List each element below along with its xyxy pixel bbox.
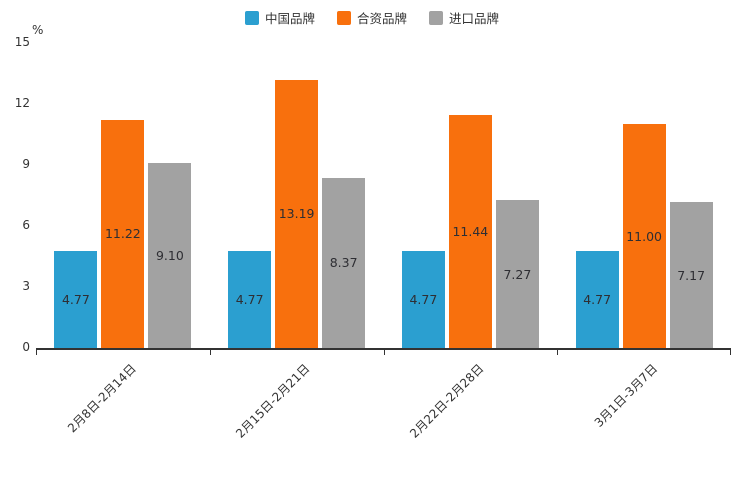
bar-value-label: 11.22 (104, 226, 141, 242)
y-tick-label: 9 (22, 157, 30, 171)
x-axis-tick (557, 350, 559, 355)
bar-value-label: 7.17 (677, 267, 706, 283)
bar-value-label: 13.19 (278, 206, 315, 222)
bar-series0-cat0: 4.77 (54, 251, 98, 348)
x-tick-label: 2月8日-2月14日 (65, 361, 140, 436)
bar-series2-cat1: 8.37 (322, 177, 366, 348)
bar-value-label: 4.77 (583, 292, 612, 307)
plot-area: 4.77 11.22 9.10 4.77 13.19 8.37 4.77 11.44 7.27 4… (36, 43, 731, 350)
bar-value-label: 4.77 (409, 292, 438, 307)
bar-value-label: 9.10 (155, 247, 184, 263)
legend-swatch-icon (429, 10, 443, 25)
legend-swatch-icon (244, 10, 259, 25)
x-tick-label: 2月22日-2月28日 (407, 361, 487, 441)
legend-item-0[interactable]: 中国品牌 (244, 8, 315, 27)
bar-value-label: 4.77 (235, 292, 264, 307)
legend: 中国品牌 合资品牌 进口品牌 (0, 8, 744, 27)
x-axis-tick (730, 350, 731, 355)
bar-series2-cat2: 7.27 (495, 200, 539, 348)
x-axis-tick (209, 350, 211, 355)
bar-series1-cat0: 11.22 (101, 119, 145, 348)
x-tick-label: 3月1日-3月7日 (591, 361, 661, 430)
y-tick-label: 0 (22, 340, 30, 354)
y-axis-unit: % (32, 23, 44, 37)
legend-label: 中国品牌 (264, 11, 315, 26)
bar-value-label: 8.37 (329, 255, 358, 271)
bar-series1-cat1: 13.19 (275, 79, 319, 348)
y-tick-label: 6 (22, 218, 30, 232)
bar-series2-cat3: 7.17 (669, 202, 713, 348)
legend-item-2[interactable]: 进口品牌 (429, 8, 499, 27)
bar-series2-cat0: 9.10 (148, 162, 192, 348)
bar-value-label: 7.27 (503, 266, 532, 282)
bar-series1-cat3: 11.00 (622, 124, 666, 348)
legend-label: 进口品牌 (449, 11, 500, 26)
bar-value-label: 11.00 (626, 228, 663, 244)
bar-series0-cat2: 4.77 (401, 251, 445, 348)
bar-series0-cat3: 4.77 (575, 251, 619, 348)
y-tick-label: 3 (22, 279, 30, 293)
legend-item-1[interactable]: 合资品牌 (336, 8, 407, 27)
y-tick-label: 12 (14, 96, 30, 110)
x-axis-tick (383, 350, 385, 355)
legend-label: 合资品牌 (356, 11, 407, 26)
bar-series0-cat1: 4.77 (228, 251, 272, 348)
x-tick-label: 2月15日-2月21日 (233, 361, 313, 441)
bar-value-label: 11.44 (452, 224, 489, 240)
y-tick-label: 15 (14, 35, 30, 49)
bar-value-label: 4.77 (61, 292, 90, 307)
legend-swatch-icon (336, 10, 351, 25)
x-axis-tick (36, 350, 37, 355)
bar-series1-cat2: 11.44 (448, 115, 492, 348)
